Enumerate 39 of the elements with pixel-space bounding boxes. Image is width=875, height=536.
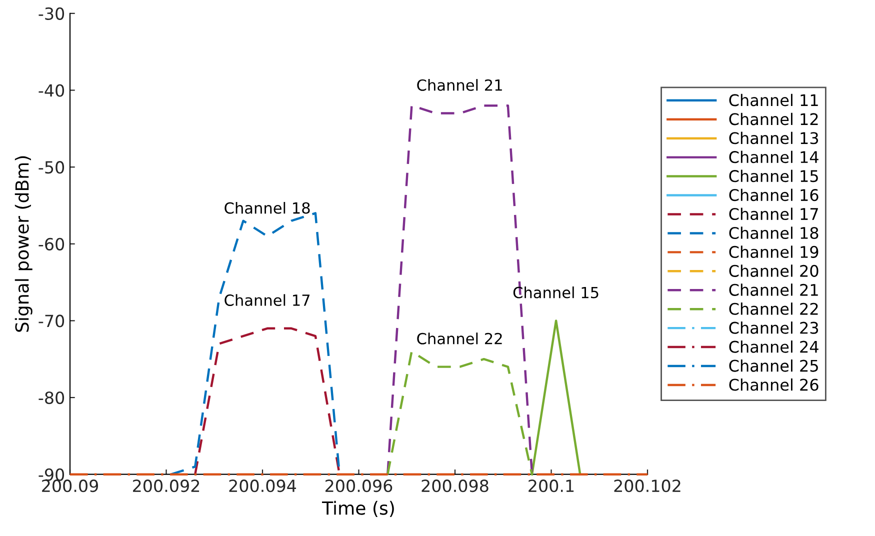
legend-label: Channel 24 xyxy=(729,340,818,353)
x-tick-label: 200.09 xyxy=(42,480,98,492)
line-series xyxy=(194,327,341,476)
annotation: Channel 15 xyxy=(513,286,598,298)
legend-label: Channel 15 xyxy=(729,170,818,182)
x-tick-label: 200.096 xyxy=(326,480,392,492)
y-tick-label: -40 xyxy=(38,84,64,97)
legend-label: Channel 20 xyxy=(729,264,818,277)
legend-label: Channel 16 xyxy=(729,188,818,202)
annotation: Channel 18 xyxy=(224,202,310,214)
y-axis-title: Signal power (dBm) xyxy=(14,156,32,332)
annotation: Channel 17 xyxy=(224,294,310,306)
legend-label: Channel 18 xyxy=(729,226,818,240)
legend-label: Channel 13 xyxy=(729,132,818,144)
legend-label: Channel 23 xyxy=(729,322,818,334)
legend-label: Channel 26 xyxy=(729,378,818,391)
legend-label: Channel 21 xyxy=(729,284,818,296)
legend-label: Channel 12 xyxy=(729,112,818,126)
y-tick-label: -60 xyxy=(38,238,64,250)
x-axis-title: Time (s) xyxy=(322,500,394,518)
y-tick-label: -80 xyxy=(38,391,64,404)
x-tick-label: 200.102 xyxy=(614,480,680,492)
x-tick-label: 200.092 xyxy=(133,480,200,492)
legend-label: Channel 14 xyxy=(729,150,818,164)
x-tick-label: 200.094 xyxy=(229,480,296,492)
annotation: Channel 21 xyxy=(417,79,502,91)
y-tick-label: -30 xyxy=(38,7,64,20)
legend-label: Channel 22 xyxy=(729,302,818,315)
legend-label: Channel 25 xyxy=(729,359,818,372)
x-tick-label: 200.098 xyxy=(422,480,488,492)
legend-label: Channel 11 xyxy=(729,94,818,106)
x-tick-label: 200.1 xyxy=(528,480,574,492)
y-tick-label: -50 xyxy=(38,161,64,174)
line-series xyxy=(170,212,341,476)
legend-label: Channel 19 xyxy=(729,246,818,258)
annotation: Channel 22 xyxy=(417,332,502,344)
legend-label: Channel 17 xyxy=(729,208,818,220)
y-tick-label: -70 xyxy=(38,314,64,328)
y-tick-label: -90 xyxy=(38,468,64,481)
